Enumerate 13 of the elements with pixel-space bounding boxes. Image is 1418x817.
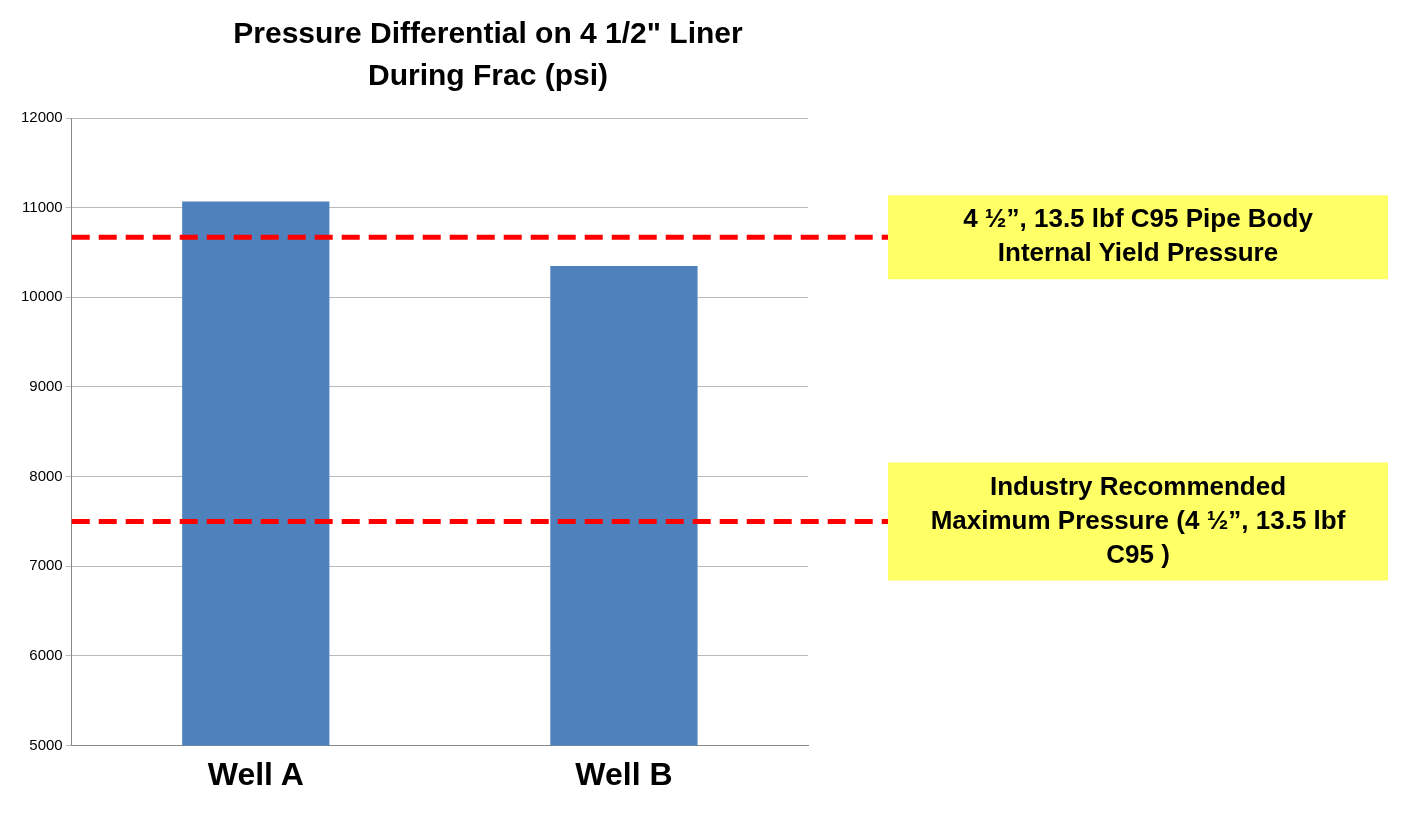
- y-tick-label: 8000: [29, 466, 63, 484]
- y-tick-label: 11000: [22, 197, 63, 215]
- y-tick-label: 5000: [29, 735, 63, 753]
- x-tick-label: Well B: [575, 755, 673, 792]
- y-tick-label: 12000: [20, 108, 63, 126]
- y-tick-label: 9000: [29, 377, 63, 395]
- x-tick-label: Well A: [207, 755, 304, 792]
- chart-title: Pressure Differential on 4 1/2" Liner During Frac (psi): [232, 15, 744, 93]
- y-tick-label: 7000: [29, 556, 63, 574]
- ref-line-label: Industry Recommended Maximum Pressure (4 ½”, 13.5 lbf C95 ): [930, 470, 1346, 569]
- y-tick-label: 6000: [29, 646, 63, 664]
- y-tick-label: 10000: [20, 287, 63, 305]
- ref-line-label: 4 ½”, 13.5 lbf C95 Pipe Body Internal Yield Pressure: [963, 203, 1314, 268]
